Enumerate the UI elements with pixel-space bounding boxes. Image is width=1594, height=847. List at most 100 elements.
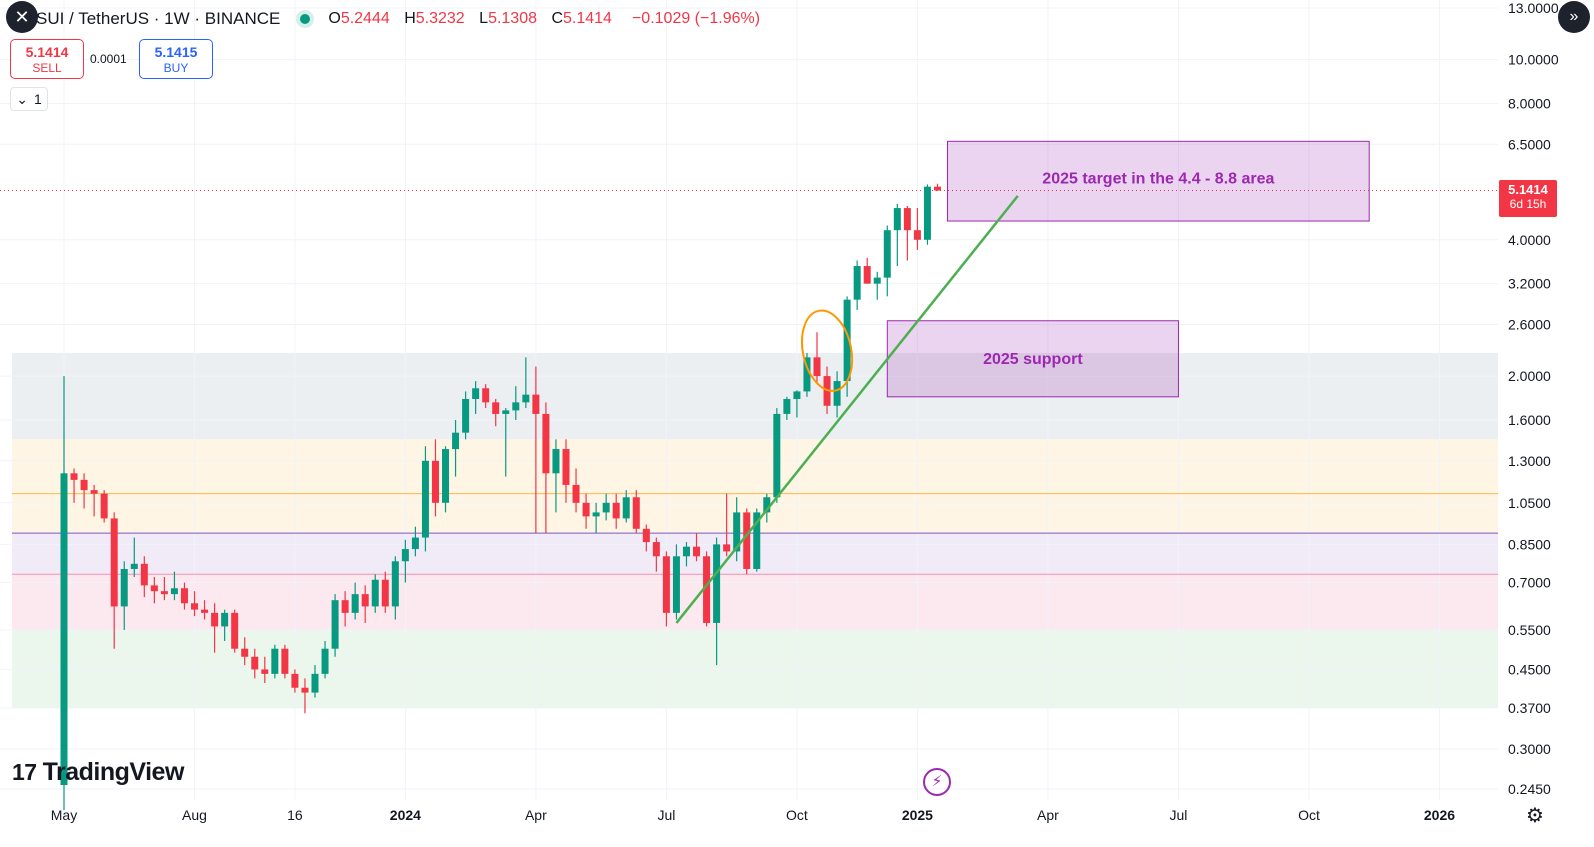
candle-body xyxy=(893,208,901,231)
candle-body xyxy=(221,612,229,627)
annotations-layer: 2025 target in the 4.4 - 8.8 area 2025 su… xyxy=(675,140,1370,624)
candle xyxy=(662,551,670,627)
candle xyxy=(100,490,108,523)
sell-button[interactable]: 5.1414 SELL xyxy=(10,39,84,79)
candle-body xyxy=(703,556,711,623)
time-tick-label: 2024 xyxy=(390,807,421,823)
collapse-indicators-button[interactable]: ⌄ 1 xyxy=(10,87,48,111)
candle xyxy=(431,439,439,517)
candle-body xyxy=(361,594,369,607)
candle xyxy=(331,594,339,657)
buy-button[interactable]: 5.1415 BUY xyxy=(139,39,213,79)
price-tick-label: 0.5500 xyxy=(1508,622,1551,638)
candle-body xyxy=(341,600,349,613)
price-tick-label: 1.0500 xyxy=(1508,495,1551,511)
candle xyxy=(492,399,500,427)
candle xyxy=(873,271,881,300)
candle xyxy=(301,678,309,714)
time-tick-label: Apr xyxy=(525,807,547,823)
candle-body xyxy=(672,556,680,613)
candle xyxy=(582,493,590,529)
low-value: 5.1308 xyxy=(488,10,537,27)
candle-body xyxy=(512,402,520,411)
close-icon[interactable]: ✕ xyxy=(6,1,38,33)
candle xyxy=(883,225,891,297)
candle xyxy=(442,446,450,513)
price-tick-label: 10.0000 xyxy=(1508,52,1559,68)
candle xyxy=(351,582,359,620)
symbol-title[interactable]: SUI / TetherUS · 1W · BINANCE xyxy=(36,9,281,28)
candle-body xyxy=(622,497,630,519)
candle xyxy=(913,208,921,250)
price-tick-label: 8.0000 xyxy=(1508,95,1551,111)
candle xyxy=(853,260,861,310)
price-tick-label: 2.0000 xyxy=(1508,368,1551,384)
candle-body xyxy=(80,479,88,491)
candle xyxy=(391,556,399,620)
gear-icon[interactable]: ⚙ xyxy=(1526,805,1544,827)
candle-body xyxy=(863,266,871,284)
price-tick-label: 0.8500 xyxy=(1508,536,1551,552)
brand-name: TradingView xyxy=(42,758,185,786)
candle xyxy=(472,381,480,414)
candle xyxy=(502,408,510,477)
candle-body xyxy=(160,591,168,595)
candle-body xyxy=(472,388,480,400)
time-tick-label: Jul xyxy=(657,807,675,823)
support-zone-box xyxy=(886,320,1179,398)
candle-body xyxy=(592,512,600,517)
price-axis: 13.0000 10.0000 8.0000 6.5000 4.0000 3.2000 2.… xyxy=(1508,0,1559,797)
candle xyxy=(251,648,259,679)
candle xyxy=(281,644,289,679)
candle-body xyxy=(793,391,801,400)
zone-0 xyxy=(12,352,1498,440)
candle-body xyxy=(401,549,409,562)
candle xyxy=(813,332,821,385)
spread-value: 0.0001 xyxy=(90,52,127,66)
candle-body xyxy=(201,609,209,613)
time-tick-label: May xyxy=(51,807,77,823)
candle-body xyxy=(261,669,269,674)
candle xyxy=(622,490,630,523)
candle-body xyxy=(110,518,118,607)
tradingview-logo[interactable]: 17 TradingView xyxy=(12,758,184,787)
candle-body xyxy=(602,502,610,513)
candle-body xyxy=(532,394,540,414)
bar-countdown: 6d 15h xyxy=(1509,197,1547,211)
candle xyxy=(160,577,168,601)
candle-body xyxy=(783,399,791,414)
sell-label: SELL xyxy=(32,61,62,75)
price-tick-label: 2.6000 xyxy=(1508,317,1551,333)
target-zone-box xyxy=(947,140,1370,222)
candle-body xyxy=(462,399,470,433)
candle xyxy=(713,537,721,666)
double-chevron-right-icon[interactable]: » xyxy=(1558,1,1590,33)
candle xyxy=(201,600,209,620)
time-tick-label: Apr xyxy=(1037,807,1059,823)
candle-body xyxy=(693,546,701,557)
target-zone-label: 2025 target in the 4.4 - 8.8 area xyxy=(1042,170,1274,187)
candle-body xyxy=(733,512,741,552)
lightning-icon[interactable]: ⚡ xyxy=(923,768,951,796)
market-status-icon xyxy=(300,14,311,24)
time-tick-label: 16 xyxy=(287,807,303,823)
candle xyxy=(411,526,419,557)
candle-body xyxy=(90,490,98,494)
candle-body xyxy=(120,568,128,607)
candle-body xyxy=(492,402,500,414)
candle-body xyxy=(682,546,690,557)
high-value: 5.3232 xyxy=(415,10,465,27)
candle xyxy=(60,376,68,811)
support-zone-label: 2025 support xyxy=(983,351,1083,368)
candle xyxy=(743,508,751,575)
price-tick-label: 0.3000 xyxy=(1508,741,1551,757)
candle xyxy=(271,644,279,679)
candle-body xyxy=(381,579,389,607)
candle-body xyxy=(753,512,761,569)
candle xyxy=(542,402,550,534)
candle-body xyxy=(291,673,299,688)
candle xyxy=(803,352,811,397)
candle-body xyxy=(431,460,439,503)
candle-body xyxy=(170,588,178,595)
